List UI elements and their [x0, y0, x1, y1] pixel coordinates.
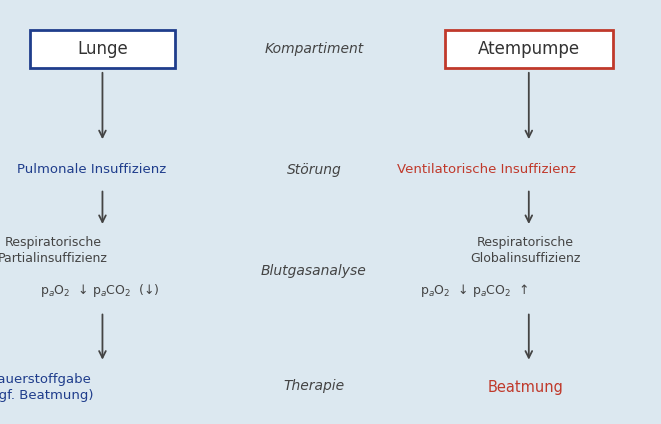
Text: Sauerstoffgabe
(ggf. Beatmung): Sauerstoffgabe (ggf. Beatmung): [0, 374, 94, 402]
Text: Pulmonale Insuffizienz: Pulmonale Insuffizienz: [17, 163, 166, 176]
Text: Störung: Störung: [287, 162, 341, 177]
Text: Respiratorische
Globalinsuffizienz: Respiratorische Globalinsuffizienz: [471, 236, 580, 265]
Text: Atempumpe: Atempumpe: [478, 40, 580, 58]
Text: Lunge: Lunge: [77, 40, 128, 58]
Text: Ventilatorische Insuffizienz: Ventilatorische Insuffizienz: [397, 163, 576, 176]
Text: Beatmung: Beatmung: [488, 380, 563, 396]
Text: p$_a$O$_2$  ↓ p$_a$CO$_2$  ↑: p$_a$O$_2$ ↓ p$_a$CO$_2$ ↑: [420, 282, 528, 299]
FancyBboxPatch shape: [445, 30, 613, 68]
Text: Respiratorische
Partialinsuffizienz: Respiratorische Partialinsuffizienz: [0, 236, 108, 265]
Text: Therapie: Therapie: [284, 379, 344, 393]
FancyBboxPatch shape: [30, 30, 175, 68]
Text: Kompartiment: Kompartiment: [264, 42, 364, 56]
Text: Blutgasanalyse: Blutgasanalyse: [261, 264, 367, 279]
Text: p$_a$O$_2$  ↓ p$_a$CO$_2$  (↓): p$_a$O$_2$ ↓ p$_a$CO$_2$ (↓): [40, 282, 159, 299]
